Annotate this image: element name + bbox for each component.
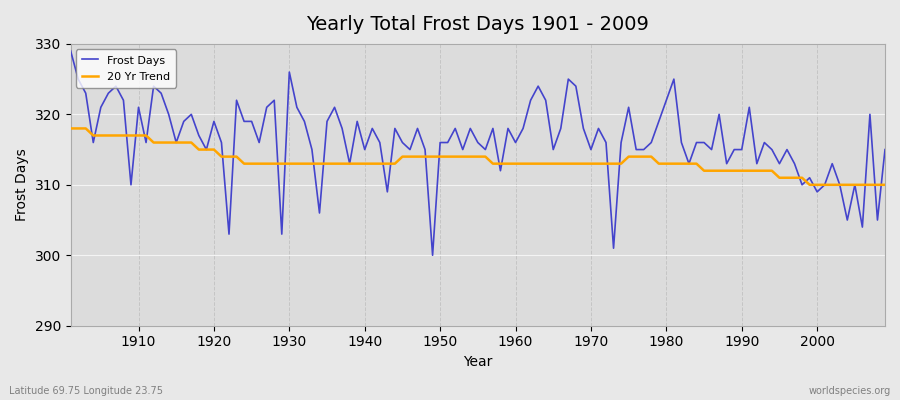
20 Yr Trend — [510, 161, 521, 166]
20 Yr Trend — [502, 161, 513, 166]
Frost Days — [608, 246, 619, 251]
Line: Frost Days: Frost Days — [71, 51, 885, 255]
20 Yr Trend — [337, 161, 347, 166]
Frost Days — [518, 126, 528, 131]
Y-axis label: Frost Days: Frost Days — [15, 148, 29, 221]
Line: 20 Yr Trend: 20 Yr Trend — [71, 128, 885, 185]
Frost Days — [66, 48, 77, 53]
X-axis label: Year: Year — [464, 355, 492, 369]
20 Yr Trend — [126, 133, 137, 138]
Frost Days — [428, 253, 438, 258]
20 Yr Trend — [879, 182, 890, 187]
Legend: Frost Days, 20 Yr Trend: Frost Days, 20 Yr Trend — [76, 50, 176, 88]
Title: Yearly Total Frost Days 1901 - 2009: Yearly Total Frost Days 1901 - 2009 — [306, 15, 649, 34]
Frost Days — [510, 140, 521, 145]
Frost Days — [337, 126, 347, 131]
20 Yr Trend — [66, 126, 77, 131]
Text: Latitude 69.75 Longitude 23.75: Latitude 69.75 Longitude 23.75 — [9, 386, 163, 396]
Frost Days — [292, 105, 302, 110]
Frost Days — [126, 182, 137, 187]
20 Yr Trend — [600, 161, 611, 166]
20 Yr Trend — [805, 182, 815, 187]
20 Yr Trend — [292, 161, 302, 166]
Text: worldspecies.org: worldspecies.org — [809, 386, 891, 396]
Frost Days — [879, 147, 890, 152]
